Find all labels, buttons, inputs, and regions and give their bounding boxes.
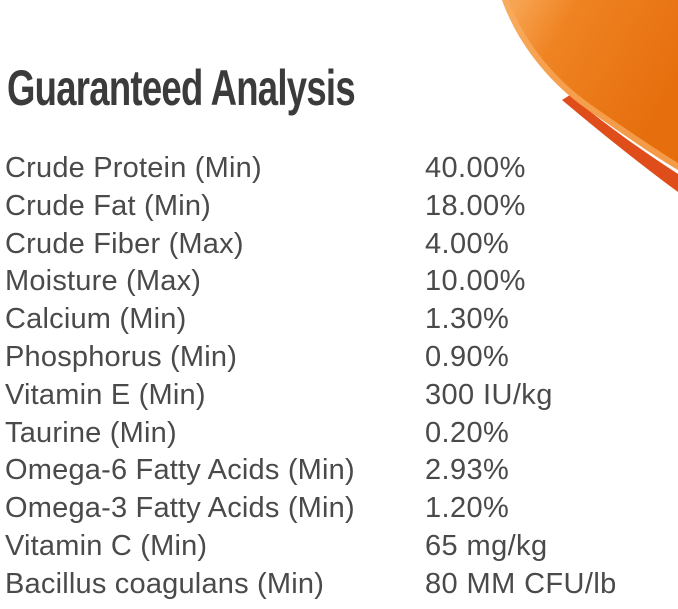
nutrient-value: 300 IU/kg: [425, 378, 553, 411]
table-row: Vitamin E (Min) 300 IU/kg: [5, 377, 673, 415]
nutrient-value: 10.00%: [425, 265, 526, 298]
table-row: Phosphorus (Min) 0.90%: [5, 339, 673, 377]
nutrient-value: 0.20%: [425, 416, 510, 449]
table-row: Calcium (Min) 1.30%: [5, 301, 673, 339]
nutrient-value: 80 MM CFU/lb: [425, 567, 617, 600]
nutrient-label: Taurine (Min): [5, 416, 177, 449]
nutrient-value: 1.20%: [425, 492, 510, 525]
nutrient-label: Calcium (Min): [5, 303, 187, 336]
table-row: Omega-3 Fatty Acids (Min) 1.20%: [5, 490, 673, 528]
page-title: Guaranteed Analysis: [7, 60, 356, 116]
table-row: Crude Protein (Min) 40.00%: [5, 150, 673, 188]
table-row: Vitamin C (Min) 65 mg/kg: [5, 528, 673, 566]
nutrient-label: Omega-6 Fatty Acids (Min): [5, 454, 355, 487]
table-row: Crude Fiber (Max) 4.00%: [5, 226, 673, 264]
nutrient-label: Crude Fat (Min): [5, 189, 212, 222]
nutrient-label: Vitamin E (Min): [5, 378, 206, 411]
nutrient-value: 2.93%: [425, 454, 510, 487]
nutrient-value: 4.00%: [425, 227, 510, 260]
nutrient-label: Bacillus coagulans (Min): [5, 567, 325, 600]
table-row: Moisture (Max) 10.00%: [5, 263, 673, 301]
nutrient-label: Moisture (Max): [5, 265, 202, 298]
nutrient-label: Phosphorus (Min): [5, 340, 238, 373]
swoosh-main-shape: [502, 0, 678, 170]
table-row: Bacillus coagulans (Min) 80 MM CFU/lb: [5, 566, 673, 604]
nutrient-value: 1.30%: [425, 303, 510, 336]
nutrient-value: 65 mg/kg: [425, 529, 548, 562]
nutrient-label: Crude Protein (Min): [5, 152, 262, 184]
table-row: Crude Fat (Min) 18.00%: [5, 188, 673, 226]
nutrient-label: Crude Fiber (Max): [5, 227, 244, 260]
nutrient-value: 18.00%: [425, 189, 526, 222]
table-row: Taurine (Min) 0.20%: [5, 415, 673, 453]
nutrient-label: Omega-3 Fatty Acids (Min): [5, 492, 355, 525]
nutrient-label: Vitamin C (Min): [5, 529, 208, 562]
swoosh-highlight-shape: [502, 0, 678, 170]
table-row: Omega-6 Fatty Acids (Min) 2.93%: [5, 452, 673, 490]
nutrient-value: 0.90%: [425, 340, 510, 373]
nutrient-value: 40.00%: [425, 152, 526, 184]
guaranteed-analysis-table: Crude Protein (Min) 40.00% Crude Fat (Mi…: [5, 150, 673, 604]
